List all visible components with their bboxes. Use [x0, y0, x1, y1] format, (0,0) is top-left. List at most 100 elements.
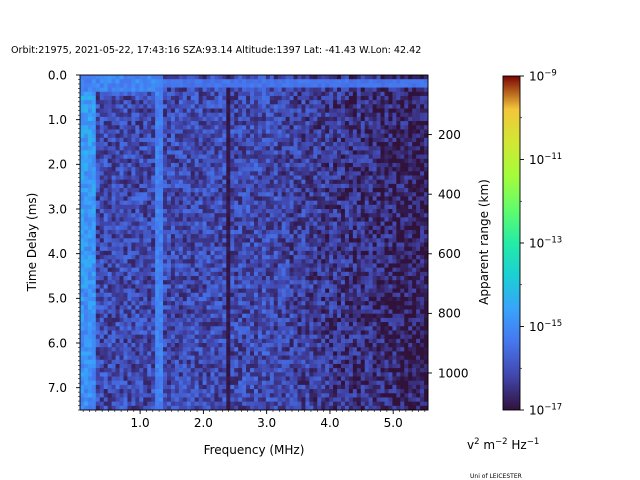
heatmap-cell: [210, 246, 215, 252]
heatmap-cell: [135, 75, 140, 80]
heatmap-cell: [170, 137, 176, 143]
heatmap-cell: [261, 376, 267, 382]
heatmap-cell: [317, 179, 322, 185]
heatmap-cell: [285, 334, 290, 340]
heatmap-cell: [91, 150, 97, 155]
heatmap-cell: [218, 188, 223, 193]
heatmap-cell: [91, 167, 97, 172]
heatmap-cell: [159, 250, 164, 256]
heatmap-cell: [218, 242, 223, 248]
heatmap-cell: [182, 192, 188, 197]
heatmap-cell: [119, 338, 124, 344]
heatmap-cell: [293, 196, 298, 202]
heatmap-cell: [234, 200, 239, 206]
heatmap-cell: [269, 351, 275, 356]
heatmap-cell: [226, 142, 231, 147]
heatmap-cell: [99, 108, 105, 114]
heatmap-cell: [242, 196, 247, 202]
heatmap-cell: [170, 405, 176, 411]
heatmap-cell: [103, 372, 109, 377]
heatmap-cell: [182, 363, 188, 369]
heatmap-cell: [269, 100, 275, 105]
heatmap-cell: [83, 338, 89, 344]
heatmap-cell: [163, 351, 168, 356]
heatmap-cell: [143, 313, 148, 319]
heatmap-cell: [170, 79, 176, 84]
heatmap-cell: [289, 292, 294, 298]
heatmap-cell: [313, 288, 318, 294]
heatmap-cell: [214, 242, 219, 248]
heatmap-cell: [309, 288, 314, 294]
heatmap-cell: [143, 146, 148, 151]
heatmap-cell: [265, 162, 271, 168]
heatmap-cell: [230, 380, 235, 386]
heatmap-cell: [234, 338, 239, 344]
heatmap-cell: [198, 259, 203, 264]
heatmap-cell: [155, 355, 160, 361]
heatmap-cell: [250, 175, 255, 181]
heatmap-cell: [313, 183, 318, 189]
heatmap-cell: [107, 380, 113, 386]
heatmap-cell: [127, 116, 132, 122]
heatmap-cell: [309, 213, 314, 218]
heatmap-cell: [95, 112, 101, 118]
heatmap-cell: [309, 317, 314, 323]
heatmap-cell: [163, 137, 168, 143]
heatmap-cell: [190, 154, 196, 160]
heatmap-cell: [226, 154, 231, 160]
heatmap-cell: [313, 221, 318, 227]
heatmap-cell: [226, 359, 231, 365]
heatmap-cell: [80, 359, 85, 365]
heatmap-cell: [159, 83, 164, 88]
heatmap-cell: [107, 372, 113, 377]
heatmap-cell: [321, 284, 326, 289]
heatmap-cell: [151, 384, 156, 390]
heatmap-cell: [147, 271, 152, 277]
heatmap-cell: [135, 238, 140, 243]
heatmap-cell: [277, 313, 283, 319]
heatmap-cell: [127, 351, 132, 356]
heatmap-cell: [226, 104, 231, 109]
heatmap-cell: [83, 91, 89, 97]
heatmap-cell: [170, 292, 176, 298]
heatmap-cell: [87, 271, 93, 277]
heatmap-cell: [317, 343, 322, 348]
heatmap-cell: [301, 255, 306, 260]
heatmap-cell: [309, 158, 314, 164]
heatmap-cell: [119, 196, 124, 202]
heatmap-cell: [99, 192, 105, 197]
heatmap-cell: [123, 204, 128, 210]
heatmap-cell: [222, 188, 227, 193]
heatmap-cell: [119, 284, 124, 289]
heatmap-cell: [265, 125, 271, 130]
heatmap-cell: [103, 363, 109, 369]
heatmap-cell: [99, 284, 105, 289]
heatmap-cell: [218, 95, 223, 101]
heatmap-cell: [198, 162, 203, 168]
heatmap-cell: [198, 100, 203, 105]
heatmap-cell: [147, 296, 152, 302]
heatmap-cell: [210, 351, 215, 356]
heatmap-cell: [285, 305, 290, 310]
heatmap-cell: [167, 380, 172, 386]
heatmap-cell: [178, 355, 184, 361]
heatmap-cell: [257, 301, 263, 306]
heatmap-cell: [91, 301, 97, 306]
heatmap-cell: [238, 146, 243, 151]
heatmap-cell: [317, 162, 322, 168]
heatmap-cell: [281, 276, 287, 281]
heatmap-cell: [163, 267, 168, 273]
heatmap-cell: [107, 108, 113, 114]
heatmap-cell: [250, 75, 255, 80]
heatmap-cell: [222, 351, 227, 356]
heatmap-cell: [131, 104, 136, 109]
heatmap-cell: [170, 150, 176, 155]
heatmap-cell: [206, 229, 211, 235]
heatmap-cell: [250, 292, 255, 298]
heatmap-cell: [202, 376, 207, 382]
heatmap-cell: [281, 376, 287, 382]
heatmap-cell: [190, 95, 196, 101]
heatmap-cell: [265, 133, 271, 139]
heatmap-cell: [285, 351, 290, 356]
heatmap-cell: [301, 104, 306, 109]
